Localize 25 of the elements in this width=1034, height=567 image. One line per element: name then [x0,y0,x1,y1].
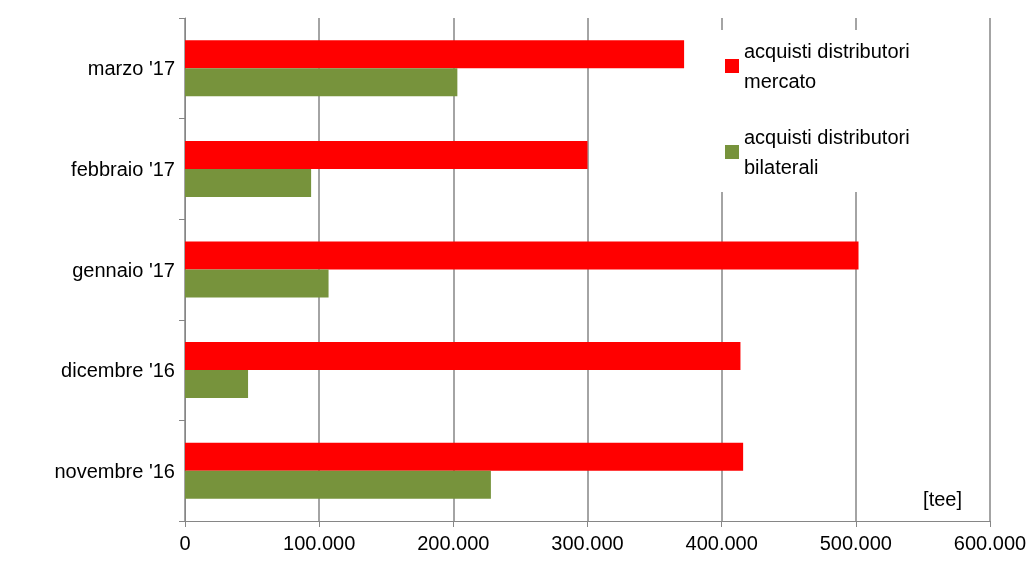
bar [185,68,458,97]
x-tick-label: 200.000 [417,532,490,554]
bar [185,168,312,197]
x-tick-label: 400.000 [685,532,758,554]
x-tick-label: 300.000 [551,532,624,554]
y-tick-label: dicembre '16 [61,359,175,382]
bar [185,470,491,499]
bar [185,40,685,69]
y-tick-label: febbraio '17 [71,157,175,180]
bar [185,269,329,298]
x-tick-label: 0 [179,532,191,554]
y-tick-label: novembre '16 [54,459,175,482]
legend-label: acquisti distributori mercato [744,40,916,92]
annotation: [tee] [923,488,963,510]
bar [185,370,249,399]
y-tick-label: gennaio '17 [72,258,175,281]
legend-label: acquisti distributori bilaterali [744,126,916,178]
x-tick-label: 100.000 [283,532,356,554]
y-tick-label: marzo '17 [87,57,175,80]
bar [185,442,744,471]
bar [185,140,588,169]
bar [185,241,859,270]
bar [185,342,741,371]
x-tick-label: 500.000 [819,532,892,554]
x-tick-label: 600.000 [953,532,1027,554]
